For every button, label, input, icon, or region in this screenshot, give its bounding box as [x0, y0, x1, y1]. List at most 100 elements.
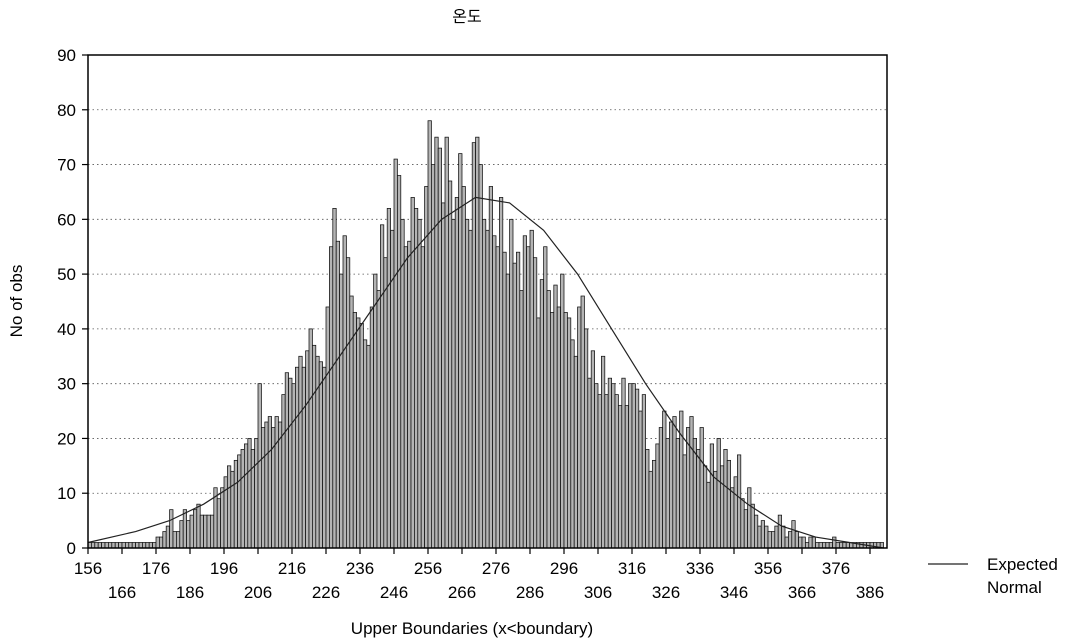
bar — [750, 503, 755, 549]
bar — [111, 542, 116, 549]
bar — [189, 514, 194, 549]
bar — [162, 531, 167, 549]
bar — [485, 229, 490, 549]
bar — [703, 465, 708, 549]
bar — [777, 514, 782, 549]
bar — [760, 520, 765, 549]
bar — [822, 542, 827, 549]
bar — [295, 366, 300, 549]
bar — [815, 542, 820, 549]
bar — [152, 542, 157, 549]
bar — [818, 542, 823, 549]
bar — [482, 218, 487, 549]
x-tick-label: 206 — [244, 583, 272, 602]
bar — [227, 465, 232, 549]
bar — [267, 416, 272, 549]
bar — [298, 355, 303, 549]
bar — [723, 449, 728, 549]
bar — [553, 284, 558, 549]
bar — [121, 542, 126, 549]
bar — [577, 306, 582, 549]
bar — [448, 180, 453, 549]
bar — [747, 487, 752, 549]
bar — [825, 542, 830, 549]
x-tick-label: 166 — [108, 583, 136, 602]
bar — [97, 542, 102, 549]
bar — [604, 394, 609, 549]
bar — [737, 454, 742, 549]
bar — [342, 235, 347, 549]
bar — [414, 208, 419, 549]
bar — [716, 438, 721, 549]
expected-normal-curve-group — [87, 196, 884, 549]
bar — [658, 427, 663, 549]
bar — [230, 470, 235, 549]
bar — [454, 197, 459, 549]
bar — [662, 410, 667, 549]
bar — [587, 377, 592, 549]
bar — [312, 344, 317, 549]
bar — [254, 438, 259, 549]
bar — [567, 317, 572, 549]
bar — [451, 218, 456, 549]
bar — [247, 438, 252, 549]
bar — [791, 520, 796, 549]
bar — [529, 229, 534, 549]
bar — [764, 525, 769, 549]
bar — [757, 525, 762, 549]
bar — [356, 317, 361, 549]
bar — [159, 536, 164, 549]
bar — [645, 449, 650, 549]
bar — [628, 383, 633, 549]
bar — [539, 279, 544, 549]
bar — [614, 394, 619, 549]
bars — [87, 120, 884, 549]
bar — [284, 372, 289, 549]
bar — [784, 536, 789, 549]
bar — [811, 536, 816, 549]
bar — [131, 542, 136, 549]
bar — [720, 465, 725, 549]
bar — [597, 394, 602, 549]
bar — [771, 531, 776, 549]
bar — [709, 443, 714, 549]
bar — [808, 536, 813, 549]
bar — [128, 542, 133, 549]
x-tick-label: 306 — [584, 583, 612, 602]
bar — [570, 339, 575, 549]
x-tick-label: 176 — [142, 559, 170, 578]
bar — [835, 542, 840, 549]
bar — [261, 427, 266, 549]
x-tick-label: 296 — [550, 559, 578, 578]
bar — [257, 383, 262, 549]
bar — [165, 525, 170, 549]
bar — [397, 175, 402, 549]
bar — [607, 377, 612, 549]
bar — [118, 542, 123, 549]
legend-label-line2: Normal — [987, 578, 1042, 597]
bar — [237, 454, 242, 549]
bar — [148, 542, 153, 549]
bar — [339, 273, 344, 549]
bar — [560, 273, 565, 549]
bar — [244, 443, 249, 549]
bar — [594, 383, 599, 549]
bar — [335, 240, 340, 549]
x-tick-label: 286 — [516, 583, 544, 602]
bar — [179, 520, 184, 549]
x-tick-label: 236 — [346, 559, 374, 578]
bar — [315, 355, 320, 549]
bar — [550, 312, 555, 549]
x-tick-label: 186 — [176, 583, 204, 602]
bar — [233, 459, 238, 549]
bar — [349, 295, 354, 549]
y-tick-label: 60 — [57, 210, 76, 229]
bar — [672, 416, 677, 549]
expected-normal-curve — [87, 196, 884, 549]
bar — [182, 509, 187, 549]
x-tick-label: 336 — [686, 559, 714, 578]
bar — [699, 427, 704, 549]
bar — [308, 328, 313, 549]
bar — [611, 383, 616, 549]
bar — [675, 438, 680, 549]
